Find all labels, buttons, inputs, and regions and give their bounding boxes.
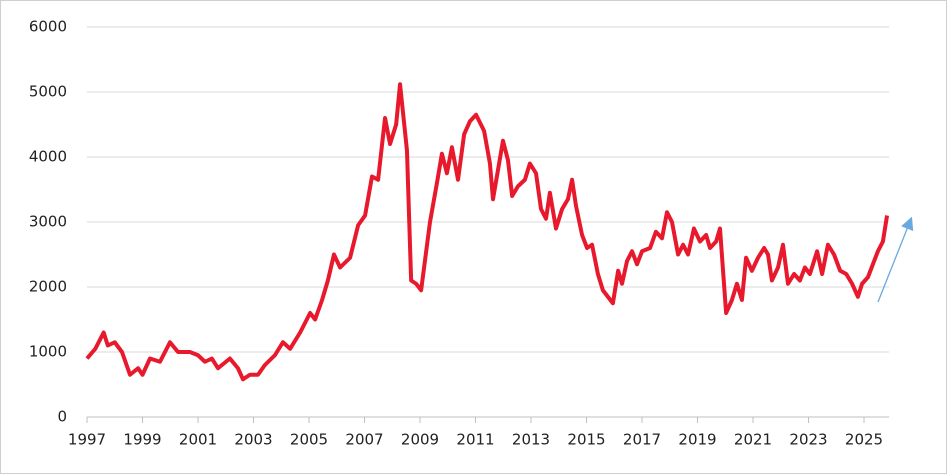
x-tick-label: 2001: [179, 431, 217, 449]
y-tick-label: 1000: [29, 343, 67, 361]
y-tick-label: 6000: [29, 18, 67, 36]
x-tick-label: 2025: [845, 431, 883, 449]
y-tick-label: 4000: [29, 148, 67, 166]
y-tick-label: 0: [57, 408, 67, 426]
x-tick-label: 2015: [567, 431, 605, 449]
x-tick-label: 2005: [290, 431, 328, 449]
plot: 0 1000 2000 3000 4000 5000 6000 1997 1999 2001 200…: [29, 18, 890, 449]
x-tick-label: 2013: [512, 431, 550, 449]
y-tick-label: 3000: [29, 213, 67, 231]
x-tick-label: 2019: [678, 431, 716, 449]
x-tick-label: 1999: [123, 431, 161, 449]
x-tick-label: 1997: [68, 431, 106, 449]
y-tick-label: 2000: [29, 278, 67, 296]
line: [85, 82, 890, 382]
x-tick-label: 2017: [623, 431, 661, 449]
x-tick-label: 2023: [789, 431, 827, 449]
x-tick-label: 2011: [456, 431, 494, 449]
x-tick-label: 2007: [345, 431, 383, 449]
x-tick-label: 2003: [234, 431, 272, 449]
x-tick-label: 2021: [734, 431, 772, 449]
y-tick-label: 5000: [29, 83, 67, 101]
trend-arrow: [877, 216, 914, 303]
x-tick-label: 2009: [401, 431, 439, 449]
